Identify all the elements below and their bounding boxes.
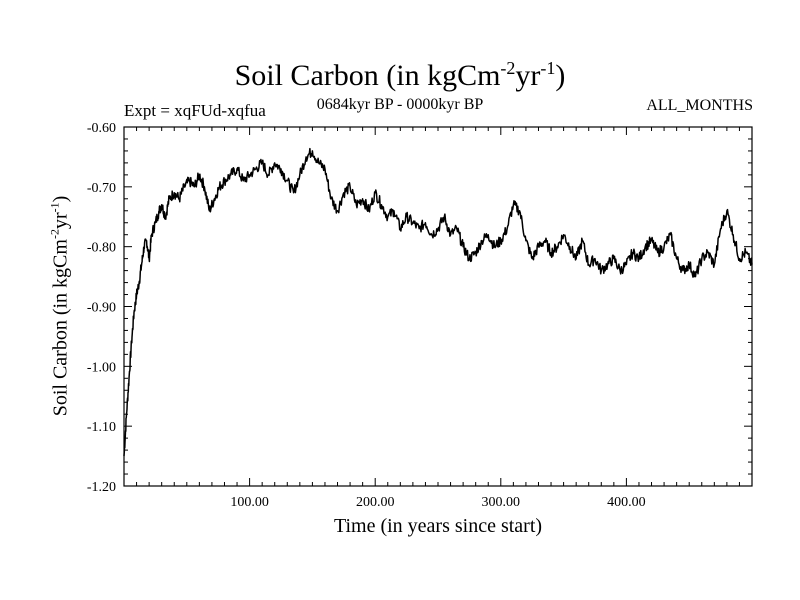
- expt-label: Expt = xqFUd-xqfua: [124, 101, 266, 120]
- y-tick-label: -1.10: [87, 420, 116, 435]
- chart-title: Soil Carbon (in kgCm-2yr-1): [234, 58, 566, 92]
- y-tick-label: -1.20: [87, 480, 116, 495]
- plot-frame: [123, 126, 753, 487]
- tick-marks: [124, 126, 752, 487]
- period-label: 0684kyr BP - 0000kyr BP: [316, 96, 484, 113]
- x-tick-label: 100.00: [230, 495, 269, 510]
- y-tick-label: -1.00: [87, 360, 116, 375]
- y-tick-label: -0.80: [87, 241, 116, 256]
- x-tick-label: 200.00: [356, 495, 395, 510]
- y-axis-label: Soil Carbon (in kgCm-2yr-1): [47, 195, 72, 417]
- tick-labels: -1.20 -1.10 -1.00 -0.90 -0.80 -0.70 -0.60 100.0…: [87, 121, 646, 510]
- y-tick-label: -0.70: [87, 181, 116, 196]
- months-label: ALL_MONTHS: [646, 97, 753, 114]
- x-tick-label: 300.00: [482, 495, 521, 510]
- soil-carbon-line: [123, 147, 753, 457]
- x-axis-label: Time (in years since start): [333, 515, 543, 537]
- x-tick-label: 400.00: [607, 495, 646, 510]
- y-tick-label: -0.90: [87, 301, 116, 316]
- y-tick-label: -0.60: [87, 121, 116, 136]
